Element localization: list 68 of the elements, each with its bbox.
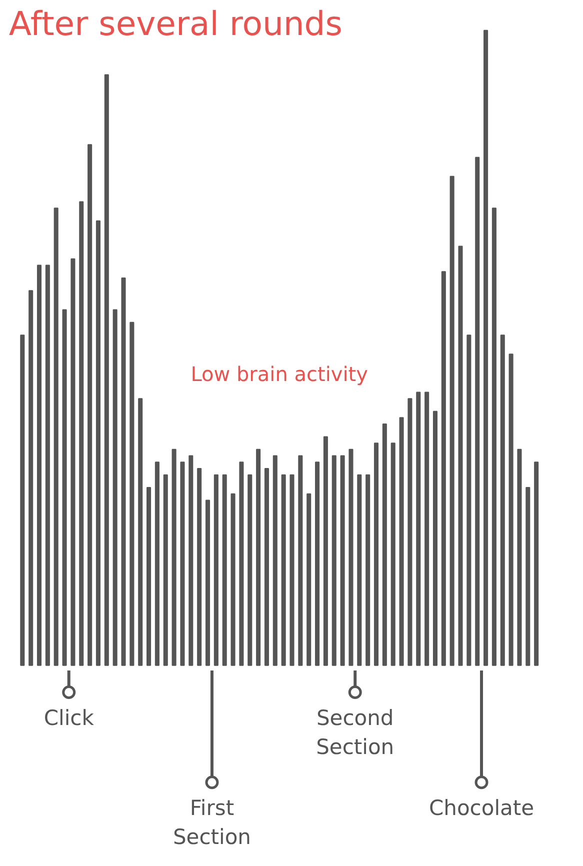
bar [121, 277, 126, 666]
bar [492, 208, 496, 666]
bar [45, 264, 50, 666]
bar [281, 474, 286, 666]
bar [348, 448, 354, 666]
bar [222, 474, 227, 666]
bar [526, 487, 530, 666]
bar [357, 474, 362, 666]
bar [163, 474, 168, 666]
bar [138, 398, 143, 666]
bar [20, 334, 25, 666]
bar [450, 176, 454, 666]
text: First Section [172, 796, 251, 850]
bar [28, 290, 34, 666]
bar [130, 322, 134, 666]
annotation: Low brain activity [190, 362, 368, 386]
bar [54, 208, 58, 666]
chart-title: After several rounds [8, 4, 342, 43]
bar [390, 442, 396, 666]
bar [432, 410, 438, 666]
bar [290, 474, 294, 666]
text: Chocolate [428, 796, 534, 820]
bar [458, 246, 463, 666]
bar [112, 309, 118, 666]
bar [96, 220, 100, 666]
bar [424, 392, 430, 666]
bar [416, 392, 421, 666]
bar [408, 398, 412, 666]
bar [323, 436, 328, 666]
bar [306, 493, 312, 666]
bar [382, 424, 387, 666]
bar [197, 468, 202, 666]
bar [154, 462, 160, 666]
bar [180, 462, 185, 666]
bar [104, 74, 109, 666]
bar [248, 474, 252, 666]
bar [256, 448, 261, 666]
bar [239, 462, 244, 666]
text: Second Section [316, 706, 394, 759]
bar [484, 30, 488, 666]
bar [332, 455, 336, 666]
bar [366, 474, 370, 666]
bar [475, 156, 480, 666]
bar [70, 258, 76, 666]
text: Click [44, 706, 95, 730]
bar [62, 309, 67, 666]
bar [214, 474, 218, 666]
bar [205, 500, 210, 666]
bar [298, 455, 303, 666]
bar [172, 448, 176, 666]
bar [441, 271, 446, 666]
bar [534, 462, 539, 666]
bar [272, 455, 278, 666]
bar [88, 144, 92, 666]
bar [230, 493, 236, 666]
bar [500, 334, 505, 666]
bar [374, 442, 379, 666]
bar [146, 487, 152, 666]
bar [79, 201, 84, 666]
bar [466, 334, 472, 666]
bar [399, 417, 404, 666]
bar [508, 354, 514, 666]
bar [340, 455, 345, 666]
bar [36, 264, 42, 666]
bar [315, 462, 320, 666]
bar [188, 455, 194, 666]
bar [517, 448, 522, 666]
bar [264, 468, 269, 666]
